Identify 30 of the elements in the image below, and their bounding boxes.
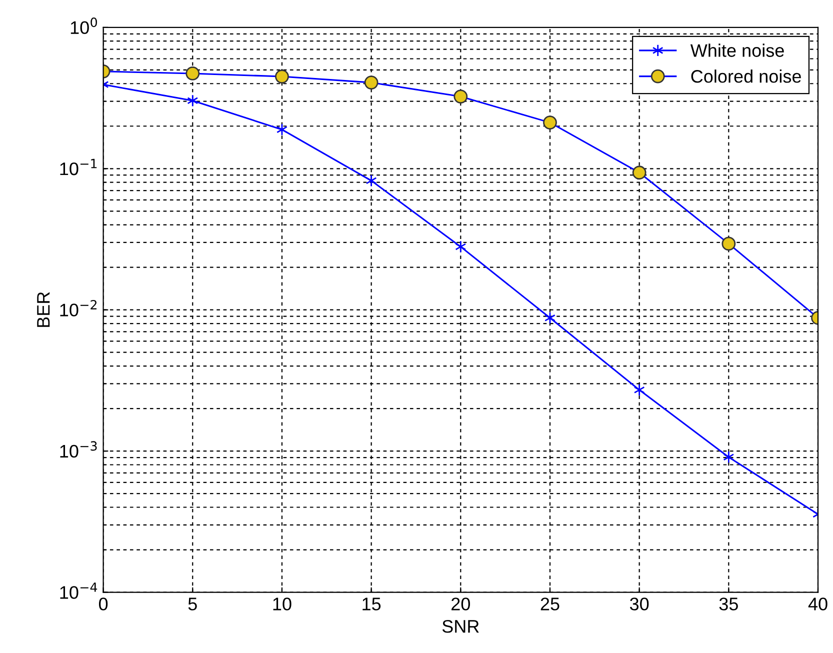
legend-label: White noise [690, 44, 784, 57]
point [634, 384, 645, 396]
point [632, 166, 646, 180]
point [364, 76, 378, 90]
point [186, 66, 200, 80]
x-tick-label: 40 [808, 598, 828, 610]
y-tick-label: 10$^{−2}$ [60, 300, 97, 316]
point [722, 236, 736, 251]
x-tick-label: 5 [188, 598, 197, 610]
x-tick-label: 25 [540, 598, 560, 610]
point [275, 70, 289, 84]
point [454, 90, 468, 104]
point [723, 450, 734, 464]
x-axis-title: SNR [442, 620, 479, 633]
x-tick-label: 0 [98, 598, 108, 610]
y-tick-label: 10$^{−3}$ [60, 441, 97, 458]
x-tick-label: 20 [452, 598, 470, 610]
x-tick-label: 10 [273, 598, 292, 610]
y-axis-title: BER [37, 292, 50, 327]
point [366, 174, 377, 187]
y-tick-label: 10$^{−1}$ [60, 158, 97, 176]
point [187, 94, 198, 107]
y-tick-label: 10$^{−4}$ [60, 582, 98, 599]
legend-label: Colored noise [691, 70, 801, 83]
y-tick-label: 10$^{0}$ [70, 18, 97, 34]
x-tick-label: 30 [630, 598, 649, 610]
x-tick-label: 35 [719, 598, 738, 610]
point [543, 116, 557, 130]
x-tick-label: 15 [362, 598, 381, 610]
point [455, 240, 466, 253]
